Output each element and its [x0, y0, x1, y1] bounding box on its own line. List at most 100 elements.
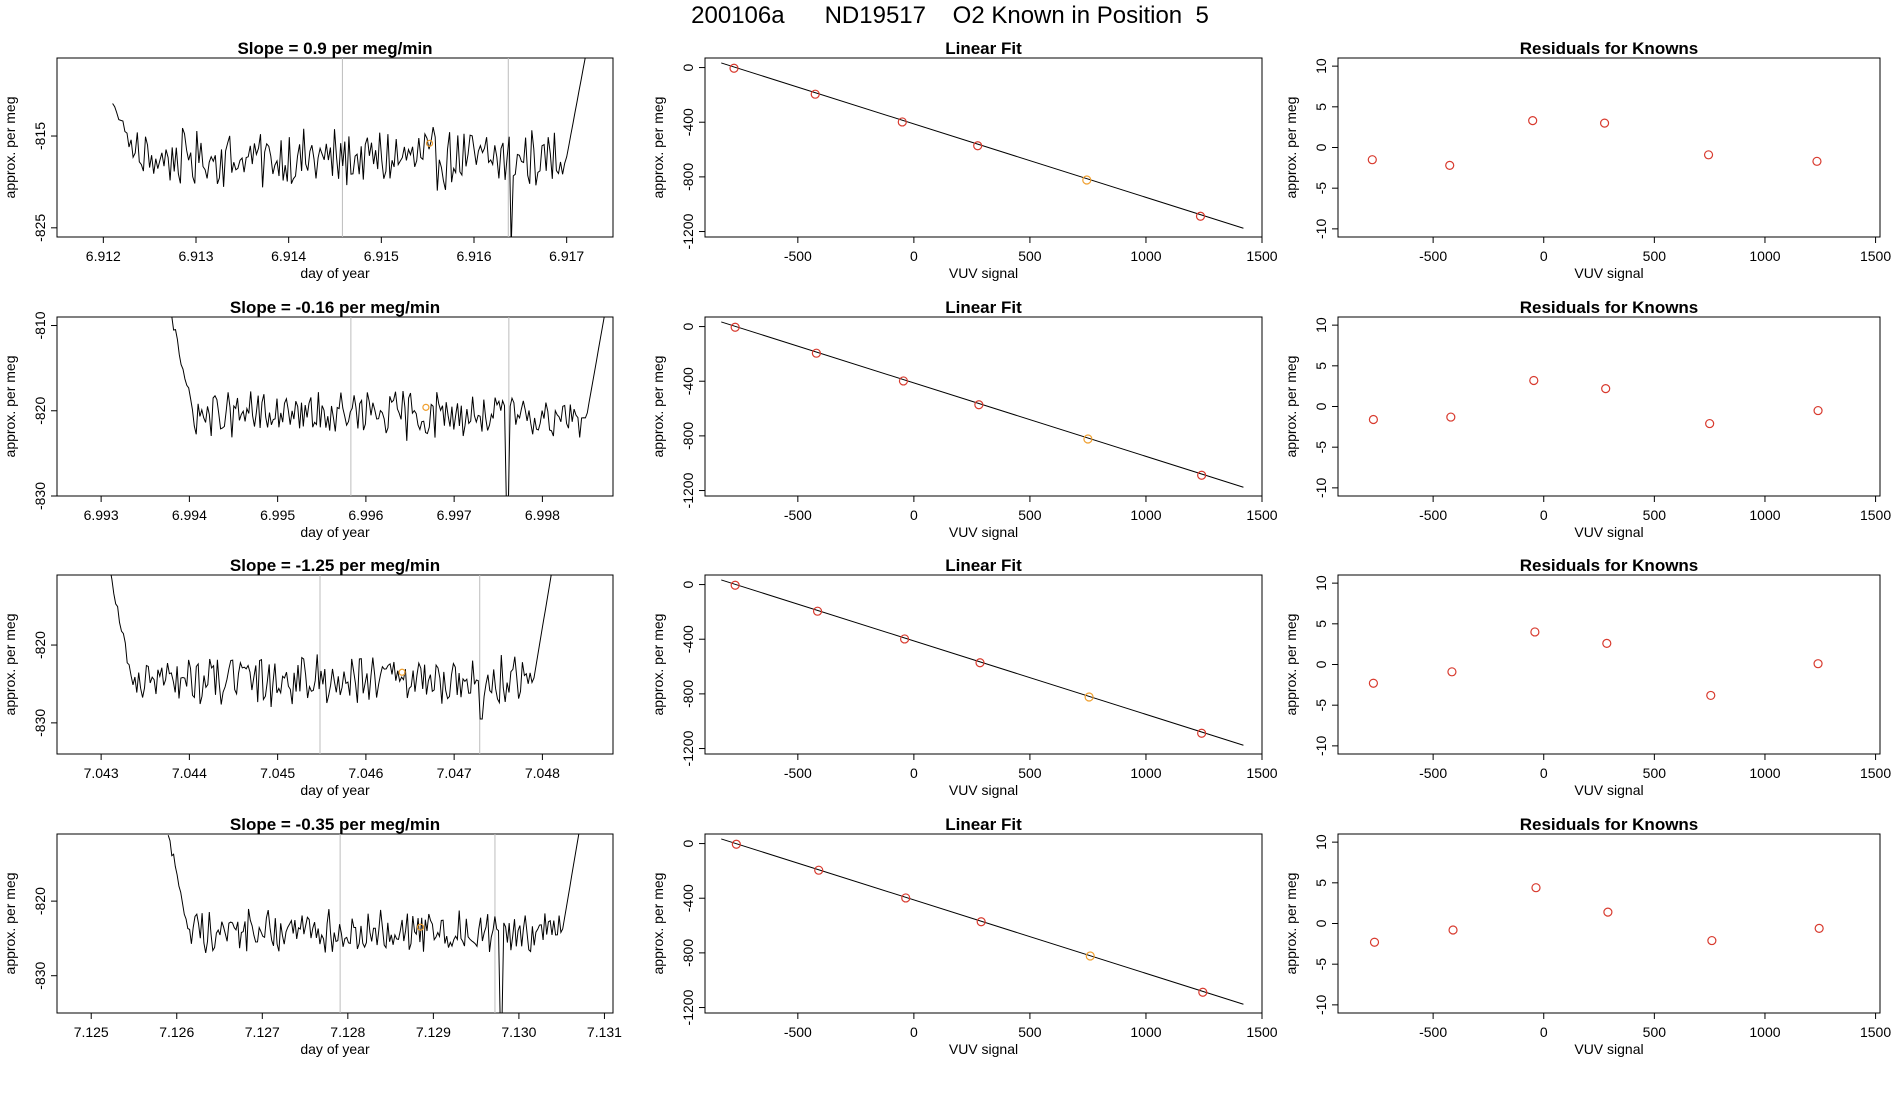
y-tick-label: 0 — [1313, 660, 1329, 668]
y-tick-label: 0 — [1313, 919, 1329, 927]
x-tick-label: 0 — [910, 1024, 918, 1040]
plot-frame — [1337, 833, 1881, 1014]
known-point — [897, 117, 907, 127]
known-point — [898, 376, 909, 386]
plot-frame — [56, 574, 614, 755]
plot-frame — [1337, 316, 1881, 497]
page-title: 200106a ND19517 O2 Known in Position 5 — [691, 2, 1209, 29]
y-tick-label: -10 — [1313, 736, 1329, 756]
known-point — [1368, 678, 1378, 688]
plot-area — [721, 579, 1244, 746]
x-tick-label: -500 — [784, 248, 812, 264]
known-point — [1603, 907, 1613, 917]
y-tick-label: -820 — [32, 631, 48, 659]
y-tick-label: 10 — [1313, 58, 1329, 74]
y-tick-label: 10 — [1313, 575, 1329, 591]
panel-linear-fit-row-2: Linear Fit -500 0 500 1000 1500 0 -400 -800 -1200… — [650, 298, 1278, 540]
highlight-point — [1083, 434, 1093, 444]
x-tick-label: -500 — [1419, 765, 1447, 781]
y-tick-label: -830 — [32, 709, 48, 737]
plot-frame — [56, 316, 614, 497]
x-tick-label: 0 — [910, 248, 918, 264]
panel-title: Residuals for Knowns — [1520, 815, 1699, 834]
panel-residuals-row-3: Residuals for Knowns -500 0 500 1000 1500 10 5 0… — [1283, 556, 1891, 798]
x-tick-label: 6.996 — [348, 507, 383, 523]
known-point — [811, 348, 822, 358]
known-point — [973, 141, 983, 151]
known-point — [1599, 118, 1610, 128]
highlight-point — [422, 403, 430, 411]
plot-area — [1368, 375, 1823, 429]
known-point — [974, 400, 984, 410]
y-tick-label: -810 — [32, 311, 48, 339]
panel-title: Slope = -0.35 per meg/min — [230, 815, 440, 834]
x-tick-label: 500 — [1018, 1024, 1042, 1040]
y-tick-label: -800 — [680, 939, 696, 967]
panel-time-series-row-4: Slope = -0.35 per meg/min 7.125 7.126 7.127… — [2, 815, 622, 1057]
x-tick-label: 7.045 — [260, 765, 295, 781]
x-tick-label: 1500 — [1246, 507, 1277, 523]
known-point — [1706, 690, 1716, 701]
x-tick-label: 7.047 — [437, 765, 472, 781]
y-tick-label: 10 — [1313, 834, 1329, 850]
panel-title: Linear Fit — [945, 298, 1022, 317]
x-tick-label: 1000 — [1749, 248, 1780, 264]
panel-time-series-row-1: Slope = 0.9 per meg/min 6.912 6.913 6.914 6.… — [2, 39, 614, 281]
plot-area — [110, 575, 552, 754]
known-point — [1814, 923, 1824, 933]
x-tick-label: 7.043 — [84, 765, 119, 781]
y-tick-label: -400 — [680, 108, 696, 136]
plot-area — [167, 834, 580, 1013]
y-axis-label: approx. per meg — [1283, 614, 1299, 716]
y-tick-label: 10 — [1313, 317, 1329, 333]
x-tick-label: 500 — [1018, 765, 1042, 781]
x-tick-label: 6.915 — [364, 248, 399, 264]
x-tick-label: 7.048 — [525, 765, 560, 781]
known-point — [1531, 883, 1541, 893]
x-tick-label: -500 — [1419, 248, 1447, 264]
y-tick-label: -1200 — [680, 989, 696, 1025]
panel-time-series-row-2: Slope = -0.16 per meg/min 6.993 6.994 6.995… — [2, 298, 614, 540]
x-tick-label: 6.914 — [271, 248, 306, 264]
x-tick-label: 6.998 — [525, 507, 560, 523]
known-point — [1448, 925, 1458, 935]
x-tick-label: 6.997 — [437, 507, 472, 523]
plot-frame — [704, 316, 1263, 497]
panel-title: Slope = -1.25 per meg/min — [230, 556, 440, 575]
fit-line — [721, 62, 1244, 229]
x-tick-label: 6.916 — [456, 248, 491, 264]
x-tick-label: 500 — [1018, 248, 1042, 264]
x-tick-label: 7.125 — [74, 1024, 109, 1040]
x-tick-label: 1000 — [1130, 1024, 1161, 1040]
known-point — [1707, 935, 1717, 946]
x-tick-label: 0 — [1540, 765, 1548, 781]
plot-area — [1369, 883, 1824, 947]
y-tick-label: -10 — [1313, 478, 1329, 498]
y-tick-label: 0 — [680, 322, 696, 330]
fit-line — [721, 838, 1244, 1005]
y-tick-label: -5 — [1313, 699, 1329, 712]
y-axis-label: approx. per meg — [1283, 356, 1299, 458]
known-point — [810, 89, 820, 99]
x-axis-label: VUV signal — [949, 265, 1018, 281]
y-tick-label: -1200 — [680, 730, 696, 766]
known-point — [730, 580, 740, 590]
x-tick-label: 1500 — [1860, 507, 1891, 523]
panel-time-series-row-3: Slope = -1.25 per meg/min 7.043 7.044 7.045… — [2, 556, 614, 798]
y-axis-label: approx. per meg — [2, 614, 18, 716]
y-axis-label: approx. per meg — [650, 97, 666, 199]
panel-linear-fit-row-3: Linear Fit -500 0 500 1000 1500 0 -400 -800 -1200… — [650, 556, 1278, 798]
x-tick-label: 7.131 — [587, 1024, 622, 1040]
y-tick-label: -10 — [1313, 219, 1329, 239]
x-tick-label: 0 — [910, 765, 918, 781]
x-axis-label: VUV signal — [1574, 524, 1643, 540]
panel-title: Linear Fit — [945, 556, 1022, 575]
highlight-point — [1082, 175, 1092, 185]
known-point — [901, 893, 911, 903]
x-tick-label: 1000 — [1130, 507, 1161, 523]
x-tick-label: 1500 — [1860, 765, 1891, 781]
x-tick-label: -500 — [784, 765, 812, 781]
x-tick-label: 0 — [1540, 507, 1548, 523]
known-point — [1197, 728, 1207, 738]
y-axis-label: approx. per meg — [2, 97, 18, 199]
